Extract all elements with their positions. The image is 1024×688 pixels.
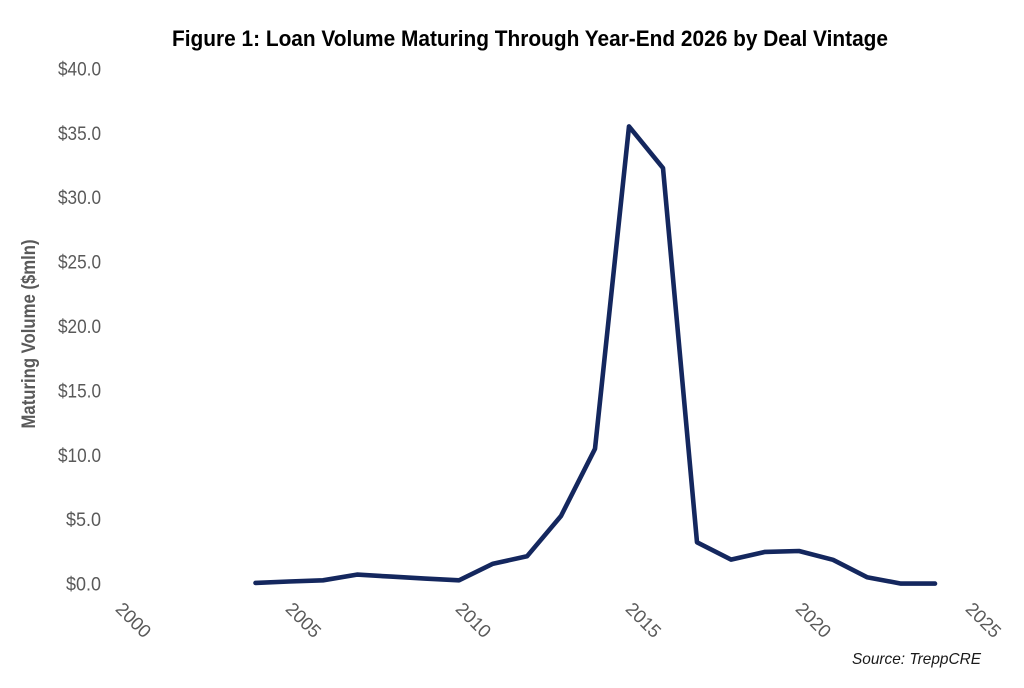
svg-text:$40.0: $40.0: [58, 59, 101, 80]
svg-text:$35.0: $35.0: [58, 124, 101, 145]
svg-text:$20.0: $20.0: [58, 317, 101, 338]
svg-text:Figure 1: Loan Volume Maturing: Figure 1: Loan Volume Maturing Through Y…: [172, 26, 888, 51]
svg-text:Maturing Volume ($mln): Maturing Volume ($mln): [19, 240, 40, 429]
svg-text:$10.0: $10.0: [58, 446, 101, 467]
svg-text:$5.0: $5.0: [66, 510, 101, 531]
svg-text:Source: TreppCRE: Source: TreppCRE: [852, 651, 981, 668]
svg-text:$0.0: $0.0: [66, 575, 101, 596]
svg-text:$30.0: $30.0: [58, 188, 101, 209]
svg-text:$25.0: $25.0: [58, 253, 101, 274]
svg-text:$15.0: $15.0: [58, 381, 101, 402]
